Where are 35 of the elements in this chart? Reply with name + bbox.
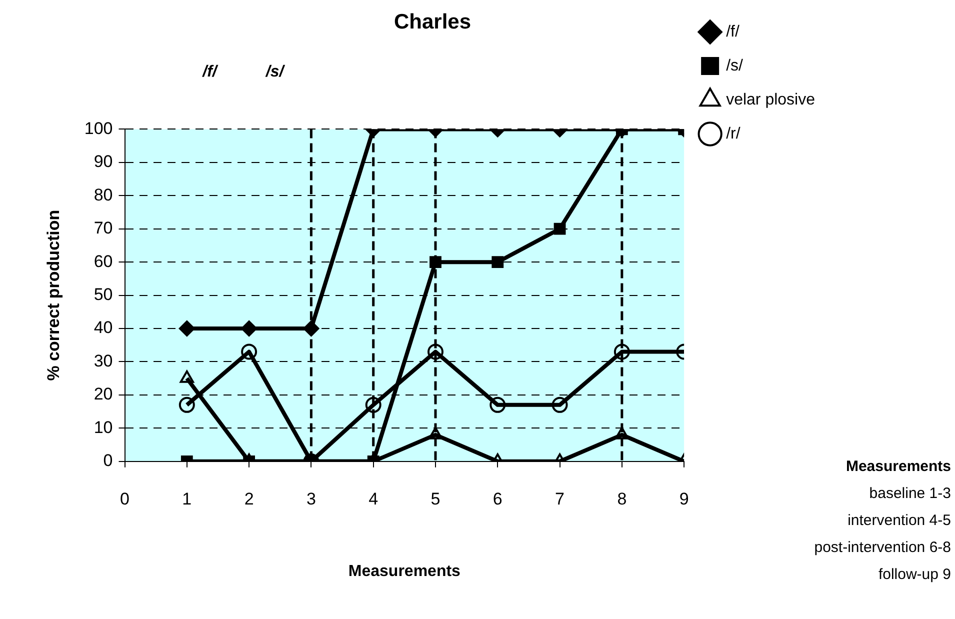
y-axis-title: % correct production [44, 210, 63, 381]
y-tick-label: 40 [94, 318, 113, 338]
x-tick-label: 6 [492, 489, 502, 508]
text: /f/ [202, 63, 218, 80]
y-tick-label: 20 [94, 384, 113, 404]
x-tick-label: 8 [617, 489, 627, 508]
x-axis-title: Measurements [348, 562, 461, 580]
x-tick-label: 9 [679, 489, 689, 508]
y-tick-label: 60 [94, 252, 113, 271]
y-tick-label: 0 [103, 451, 113, 470]
x-tick-label: 4 [368, 489, 378, 508]
x-tick-label: 0 [120, 489, 130, 508]
x-tick-label: 5 [430, 489, 440, 508]
legend-label: /s/ [726, 57, 744, 74]
x-tick-label: 2 [244, 489, 254, 508]
y-tick-label: 10 [94, 418, 113, 437]
text: intervention 4-5 [848, 512, 951, 530]
text: post-intervention 6-8 [814, 539, 951, 556]
y-tick-label: 50 [94, 284, 113, 304]
x-tick-label: 1 [182, 489, 192, 508]
legend-label: /r/ [726, 125, 741, 142]
text: /s/ [264, 63, 286, 80]
y-tick-label: 30 [94, 351, 113, 370]
legend-label: /f/ [726, 23, 740, 40]
y-tick-label: 100 [84, 118, 113, 138]
text: Measurements [846, 458, 951, 476]
text: baseline 1-3 [869, 485, 951, 502]
y-tick-label: 70 [94, 218, 113, 238]
x-tick-label: 3 [306, 489, 316, 508]
y-tick-label: 90 [94, 152, 113, 172]
legend-label: velar plosive [726, 91, 816, 108]
y-tick-label: 80 [94, 185, 113, 204]
text: follow-up 9 [878, 566, 951, 584]
chart-title: Charles [394, 10, 472, 34]
x-tick-label: 7 [555, 489, 565, 508]
